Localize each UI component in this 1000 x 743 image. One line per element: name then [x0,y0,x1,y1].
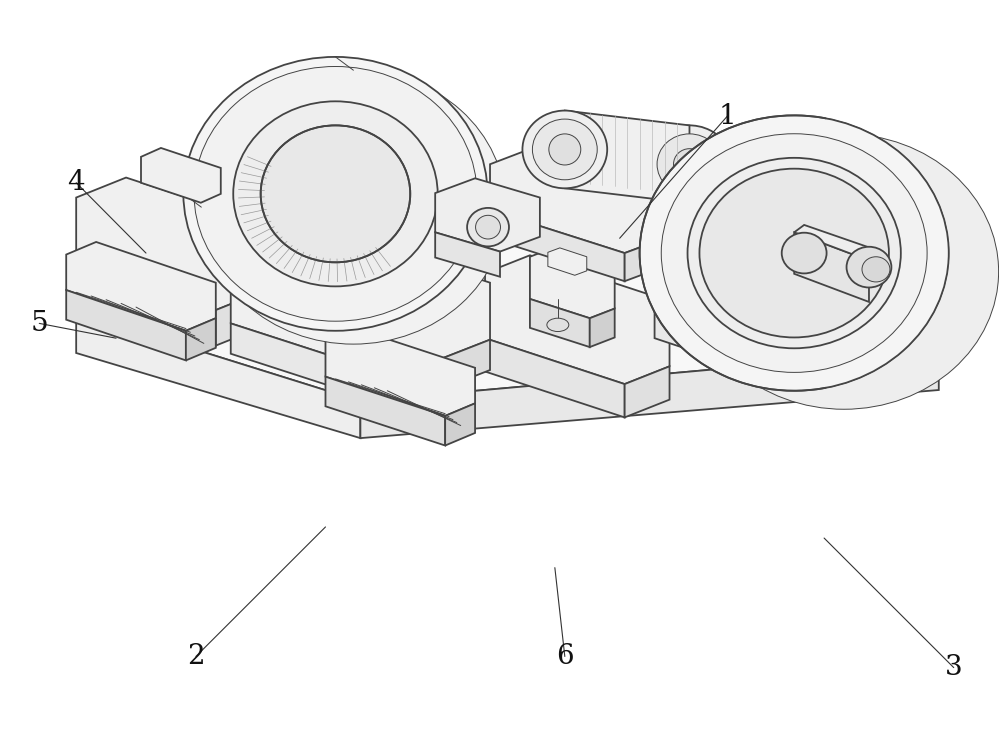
Ellipse shape [689,134,999,409]
Text: 1: 1 [718,103,736,129]
Polygon shape [854,270,894,318]
Polygon shape [655,310,799,386]
Text: 3: 3 [945,654,963,681]
Ellipse shape [688,158,901,348]
Ellipse shape [699,169,889,337]
Ellipse shape [862,257,890,282]
Polygon shape [490,137,694,253]
Polygon shape [76,209,939,401]
Polygon shape [66,290,186,360]
Ellipse shape [640,115,949,391]
Polygon shape [485,338,625,418]
Ellipse shape [547,318,569,331]
Polygon shape [530,299,590,347]
Ellipse shape [233,101,438,286]
Polygon shape [325,377,445,446]
Polygon shape [714,286,854,370]
Ellipse shape [549,134,581,165]
Polygon shape [435,178,540,252]
Polygon shape [76,312,360,438]
Ellipse shape [532,119,597,180]
Ellipse shape [674,149,705,180]
Polygon shape [794,225,879,261]
Ellipse shape [657,134,722,195]
Polygon shape [76,265,216,345]
Polygon shape [395,340,490,407]
Ellipse shape [661,134,927,372]
Ellipse shape [782,233,827,273]
Text: 4: 4 [67,169,85,196]
Polygon shape [445,403,475,446]
Polygon shape [655,257,849,358]
Polygon shape [216,290,266,345]
Polygon shape [625,366,670,418]
Polygon shape [590,308,615,347]
Polygon shape [76,178,266,310]
Polygon shape [490,210,625,281]
Ellipse shape [201,71,505,344]
Text: 5: 5 [30,310,48,337]
Ellipse shape [261,126,410,262]
Ellipse shape [522,111,607,188]
Polygon shape [794,233,869,302]
Ellipse shape [847,247,891,288]
Polygon shape [325,328,475,416]
Polygon shape [141,148,221,203]
Polygon shape [231,323,395,407]
Polygon shape [530,247,615,318]
Polygon shape [186,318,216,360]
Ellipse shape [183,57,488,331]
Polygon shape [485,256,670,384]
Polygon shape [548,248,587,275]
Text: 6: 6 [556,643,574,670]
Polygon shape [799,340,849,386]
Polygon shape [625,227,694,281]
Polygon shape [360,349,939,438]
Polygon shape [435,233,500,276]
Polygon shape [66,242,216,331]
Text: 2: 2 [187,643,205,670]
Ellipse shape [194,66,477,321]
Ellipse shape [467,208,509,247]
Polygon shape [565,111,689,203]
Polygon shape [714,143,894,338]
Polygon shape [231,230,490,377]
Ellipse shape [476,215,500,239]
Ellipse shape [647,126,732,203]
